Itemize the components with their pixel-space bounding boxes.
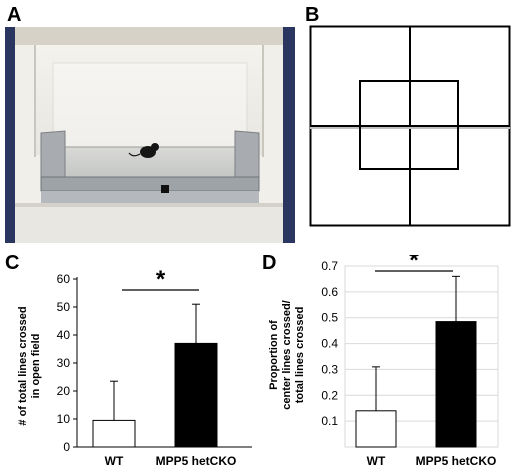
y-axis-label-line-2: in open field <box>30 334 42 399</box>
panel-label-a: A <box>7 4 22 26</box>
open-field-photo <box>5 27 295 243</box>
x-category-label: MPP5 hetCKO <box>416 454 497 468</box>
y-axis-label-line-1: # of total lines crossed <box>17 306 29 425</box>
y-tick-label: 20 <box>57 384 71 398</box>
panel-label-b: B <box>305 4 320 26</box>
x-category-label: WT <box>367 454 386 468</box>
y-tick-label: 0.6 <box>321 285 338 299</box>
significance-star: * <box>156 268 166 293</box>
bar <box>435 321 477 448</box>
open-field-grid-schematic <box>309 25 511 227</box>
y-tick-label: 0 <box>63 440 70 454</box>
y-tick-label: 0.1 <box>321 414 338 428</box>
bar <box>92 419 136 448</box>
chart-total-lines-crossed: # of total lines crossed in open field 0… <box>17 268 252 468</box>
y-tick-label: 10 <box>57 412 71 426</box>
y-axis-label-line-3: total lines crossed <box>294 307 306 404</box>
panel-label-c: C <box>5 252 20 274</box>
chart-proportion-center-lines: Proportion of center lines crossed/ tota… <box>268 255 499 468</box>
significance-star: * <box>409 255 419 274</box>
y-tick-label: 40 <box>57 328 71 342</box>
panel-label-d: D <box>262 252 277 274</box>
y-tick-label: 0.7 <box>321 259 338 273</box>
bar <box>355 410 397 448</box>
y-tick-label: 0.3 <box>321 362 338 376</box>
y-tick-label: 0.4 <box>321 337 338 351</box>
bar <box>174 342 218 448</box>
y-tick-label: 0.2 <box>321 388 338 402</box>
y-tick-label: 60 <box>57 272 71 286</box>
x-category-label: MPP5 hetCKO <box>156 454 237 468</box>
y-axis-label-line-2: center lines crossed/ <box>281 300 293 409</box>
y-tick-label: 30 <box>57 356 71 370</box>
x-category-label: WT <box>105 454 124 468</box>
y-tick-label: 50 <box>57 300 71 314</box>
y-tick-label: 0.5 <box>321 311 338 325</box>
y-axis-label-line-1: Proportion of <box>268 320 280 390</box>
